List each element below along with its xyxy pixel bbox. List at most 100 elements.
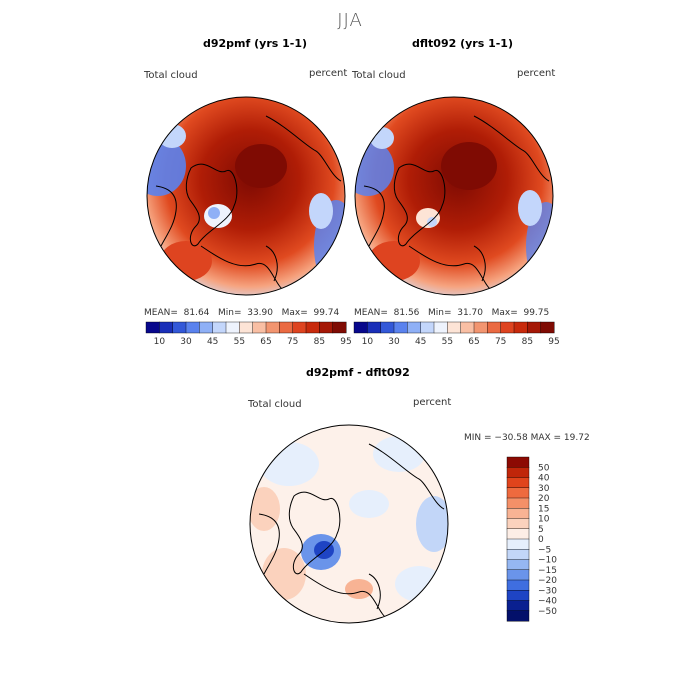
colorbar-swatch bbox=[506, 477, 530, 489]
colorbar-tick-label: 5 bbox=[538, 525, 544, 535]
colorbar-tick-label: 45 bbox=[415, 337, 426, 347]
colorbar-swatch bbox=[292, 321, 307, 334]
colorbar-swatch bbox=[185, 321, 200, 334]
colorbar-swatch bbox=[487, 321, 502, 334]
colorbar-tick-label: 10 bbox=[362, 337, 374, 347]
colorbar-swatch bbox=[433, 321, 448, 334]
panel-1-stats: MEAN= 81.64 Min= 33.90 Max= 99.74 bbox=[144, 308, 339, 318]
colorbar-swatch bbox=[172, 321, 187, 334]
colorbar-swatch bbox=[540, 321, 555, 334]
colorbar-swatch bbox=[380, 321, 395, 334]
colorbar-tick-label: 95 bbox=[548, 337, 559, 347]
min-value: 33.90 bbox=[247, 308, 273, 318]
colorbar-swatch bbox=[199, 321, 214, 334]
colorbar-swatch bbox=[367, 321, 382, 334]
colorbar-swatch bbox=[265, 321, 280, 334]
panel-3-polar-map bbox=[249, 424, 449, 624]
max-value: 99.74 bbox=[313, 308, 340, 318]
colorbar-swatch bbox=[393, 321, 408, 334]
colorbar-swatch bbox=[332, 321, 347, 334]
colorbar-tick-label: 75 bbox=[495, 337, 506, 347]
colorbar-swatch bbox=[500, 321, 515, 334]
panel-3-units: percent bbox=[413, 397, 452, 408]
colorbar-tick-label: 65 bbox=[468, 337, 479, 347]
colorbar-tick-label: −15 bbox=[538, 566, 557, 576]
panel-1-units: percent bbox=[309, 68, 348, 79]
max-label: Max= bbox=[491, 308, 518, 318]
colorbar-swatch bbox=[506, 610, 530, 622]
colorbar-tick-label: 30 bbox=[388, 337, 400, 347]
colorbar-swatch bbox=[506, 508, 530, 520]
colorbar-swatch bbox=[252, 321, 267, 334]
colorbar-swatch bbox=[506, 600, 530, 612]
colorbar-tick-label: −20 bbox=[538, 576, 557, 586]
colorbar-tick-label: −50 bbox=[538, 607, 557, 617]
colorbar-swatch bbox=[407, 321, 422, 334]
colorbar-swatch bbox=[506, 559, 530, 571]
colorbar-swatch bbox=[159, 321, 174, 334]
panel-1-title: d92pmf (yrs 1-1) bbox=[203, 37, 308, 50]
panel-2-units: percent bbox=[517, 68, 556, 79]
colorbar-swatch bbox=[460, 321, 475, 334]
max-value: 99.75 bbox=[523, 308, 550, 318]
mean-label: MEAN= bbox=[354, 308, 388, 318]
colorbar-tick-label: −40 bbox=[538, 597, 557, 607]
colorbar-tick-label: 0 bbox=[538, 535, 544, 545]
mean-value: 81.64 bbox=[183, 308, 210, 318]
colorbar-tick-label: 65 bbox=[260, 337, 271, 347]
colorbar-swatch bbox=[506, 497, 530, 509]
colorbar-swatch bbox=[506, 569, 530, 581]
colorbar-swatch bbox=[506, 549, 530, 561]
colorbar-tick-label: 55 bbox=[234, 337, 245, 347]
colorbar-swatch bbox=[420, 321, 435, 334]
season-title: JJA bbox=[337, 10, 363, 31]
colorbar-swatch bbox=[506, 579, 530, 591]
colorbar-swatch bbox=[225, 321, 240, 334]
colorbar-tick-label: −5 bbox=[538, 545, 551, 555]
colorbar-swatch bbox=[145, 321, 160, 334]
panel-2-stats: MEAN= 81.56 Min= 31.70 Max= 99.75 bbox=[354, 308, 549, 318]
colorbar-swatch bbox=[305, 321, 320, 334]
colorbar-tick-label: −10 bbox=[538, 556, 557, 566]
colorbar-swatch bbox=[447, 321, 462, 334]
colorbar-swatch bbox=[506, 590, 530, 602]
min-label: Min= bbox=[427, 308, 452, 318]
colorbar-swatch bbox=[506, 518, 530, 530]
panel-2-colorbar: 10 30 45 55 65 75 85 95 bbox=[353, 321, 560, 347]
colorbar-swatch bbox=[279, 321, 294, 334]
colorbar-swatch bbox=[506, 456, 530, 468]
colorbar-tick-label: 40 bbox=[538, 474, 550, 484]
max-label: Max= bbox=[281, 308, 308, 318]
panel-2-variable: Total cloud bbox=[352, 70, 406, 81]
panel-1-colorbar: 10 30 45 55 65 75 85 95 bbox=[145, 321, 352, 347]
colorbar-tick-label: 85 bbox=[314, 337, 325, 347]
colorbar-tick-label: 75 bbox=[287, 337, 298, 347]
panel-2-polar-map bbox=[354, 96, 554, 296]
panel-2-title: dflt092 (yrs 1-1) bbox=[412, 37, 513, 50]
panel-3-stats: MIN = −30.58 MAX = 19.72 bbox=[464, 433, 590, 443]
min-label: Min= bbox=[217, 308, 242, 318]
colorbar-tick-label: 15 bbox=[538, 504, 549, 514]
mean-label: MEAN= bbox=[144, 308, 178, 318]
colorbar-tick-label: 10 bbox=[538, 515, 550, 525]
colorbar-tick-label: 45 bbox=[207, 337, 218, 347]
panel-3-variable: Total cloud bbox=[248, 399, 302, 410]
colorbar-swatch bbox=[506, 467, 530, 479]
panel-3-title: d92pmf - dflt092 bbox=[306, 366, 410, 379]
colorbar-swatch bbox=[506, 528, 530, 540]
colorbar-swatch bbox=[506, 538, 530, 550]
mean-value: 81.56 bbox=[393, 308, 420, 318]
colorbar-tick-label: 30 bbox=[180, 337, 192, 347]
panel-1-variable: Total cloud bbox=[144, 70, 198, 81]
colorbar-tick-label: 30 bbox=[538, 484, 550, 494]
colorbar-tick-label: 95 bbox=[340, 337, 351, 347]
panel-1-polar-map bbox=[146, 96, 346, 296]
colorbar-swatch bbox=[513, 321, 528, 334]
colorbar-tick-label: −30 bbox=[538, 586, 557, 596]
colorbar-swatch bbox=[212, 321, 227, 334]
colorbar-swatch bbox=[527, 321, 542, 334]
colorbar-tick-label: 85 bbox=[522, 337, 533, 347]
colorbar-swatch bbox=[319, 321, 334, 334]
